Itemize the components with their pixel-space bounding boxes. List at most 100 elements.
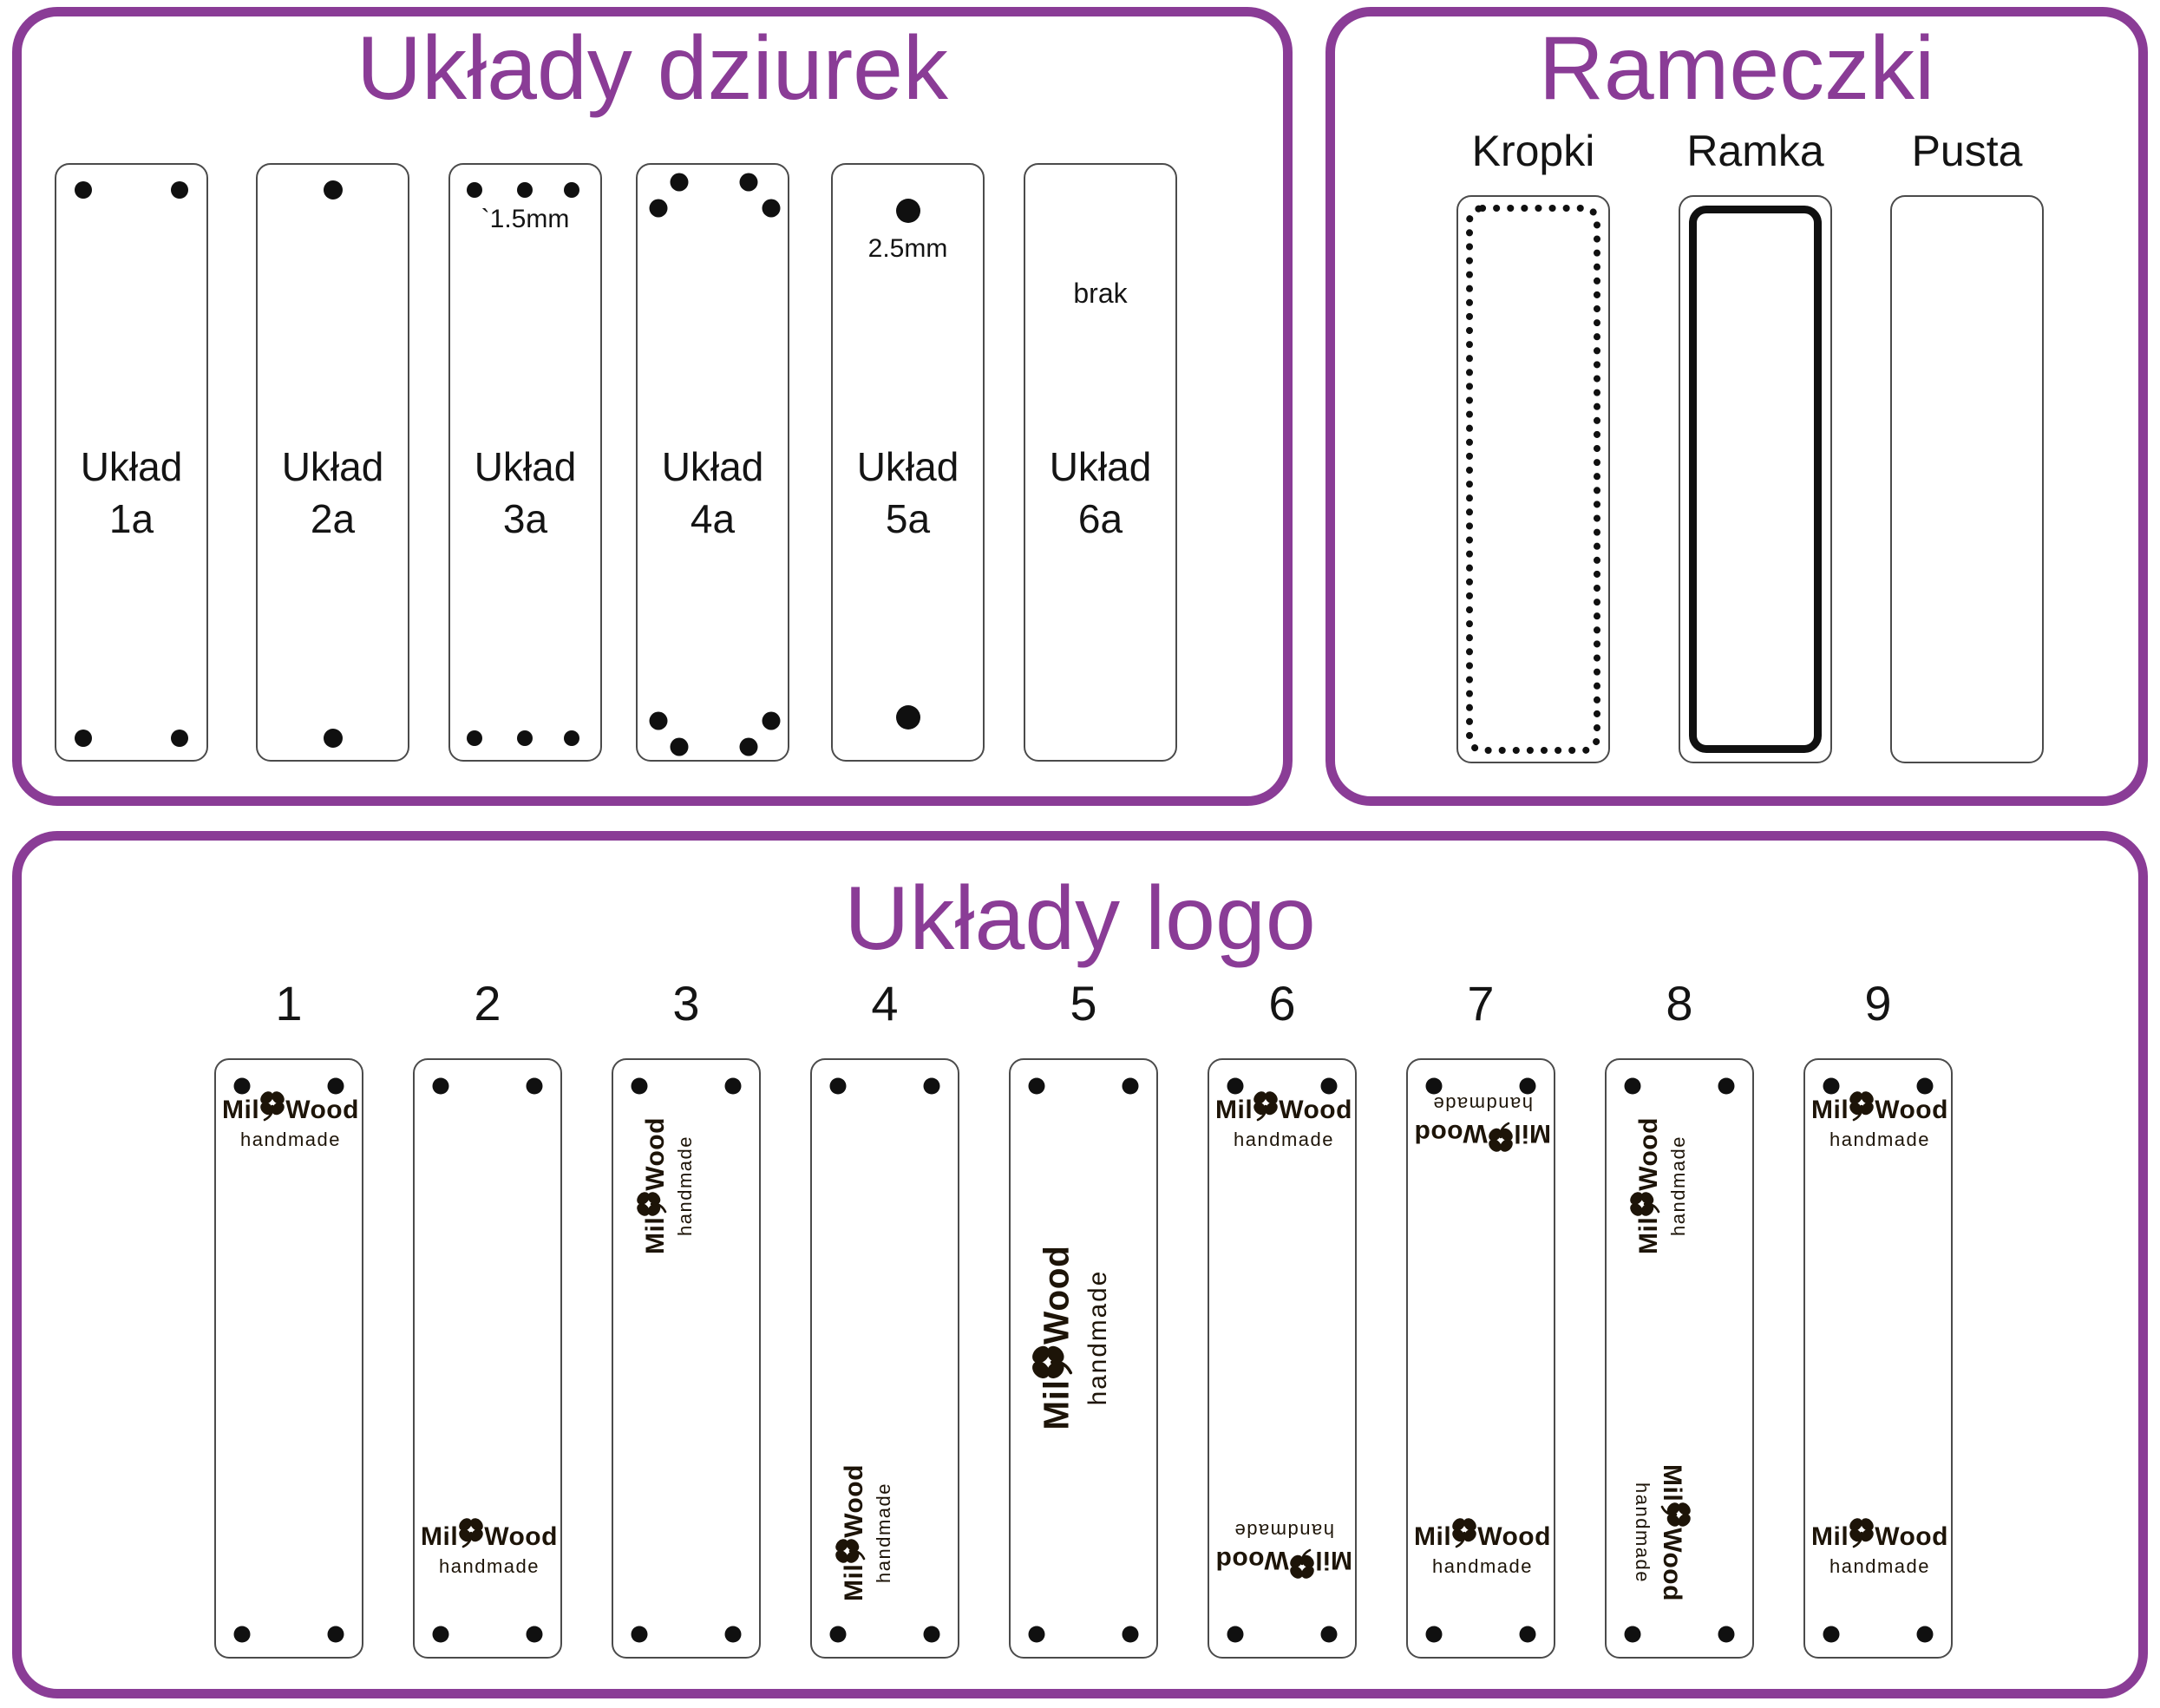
- tag-label-variant: 2a: [310, 496, 356, 541]
- logo-word-mil: Mil: [640, 1216, 670, 1254]
- clover-icon: [454, 1515, 488, 1549]
- hole-dot: [739, 737, 758, 756]
- clover-icon: [1660, 1497, 1695, 1532]
- hole-dot: [895, 199, 920, 223]
- logo-word-mil: Mil: [1513, 1119, 1551, 1148]
- hole-dot: [1425, 1626, 1443, 1643]
- tag-label: Układ 4a: [638, 441, 788, 545]
- tag-label: Układ 5a: [833, 441, 983, 545]
- tag-label-variant: 6a: [1077, 496, 1123, 541]
- milwood-logo: Mil Wood handmade: [1396, 1517, 1569, 1579]
- logo-layout-number: 5: [1070, 976, 1097, 1031]
- hole-dot: [724, 1626, 742, 1643]
- logo-subtitle: handmade: [1234, 1128, 1334, 1150]
- logo-subtitle: handmade: [1666, 1135, 1689, 1236]
- hole-dot: [649, 199, 668, 218]
- hole-dot: [1122, 1626, 1139, 1643]
- hole-dot: [170, 181, 188, 199]
- logo-word-wood: Wood: [1658, 1528, 1687, 1601]
- milwood-logo: Mil Wood handmade: [636, 1099, 697, 1273]
- panel-logo-layouts: Układy logo 1 Mil Wood handmade 2 Mil Wood hand…: [12, 831, 2148, 1698]
- tag-label-name: Układ: [474, 444, 577, 489]
- logo-tag-5: Mil Wood handmade: [1009, 1058, 1158, 1659]
- logo-layout-number: 3: [672, 976, 700, 1031]
- hole-size-note: brak: [1073, 278, 1128, 309]
- logo-word-wood: Wood: [1875, 1521, 1948, 1551]
- hole-dot: [649, 711, 668, 730]
- logo-word-wood: Wood: [839, 1464, 868, 1538]
- milwood-wordmark: Mil Wood: [1811, 1090, 1948, 1128]
- logo-subtitle: handmade: [872, 1482, 894, 1583]
- logo-word-mil: Mil: [839, 1563, 868, 1601]
- tag-label-variant: 5a: [885, 496, 931, 541]
- tag-label-variant: 1a: [108, 496, 154, 541]
- logo-subtitle: handmade: [240, 1128, 341, 1150]
- logo-word-wood: Wood: [1477, 1521, 1551, 1551]
- logo-placement: Mil Wood handmade: [1793, 1515, 1967, 1579]
- logo-placement: Mil Wood handmade: [1630, 1446, 1692, 1620]
- hole-dot: [1028, 1077, 1045, 1095]
- hole-dot: [466, 182, 482, 198]
- logo-subtitle: handmade: [1234, 1520, 1334, 1542]
- logo-tag-9: Mil Wood handmade Mil Wood handmade: [1803, 1058, 1953, 1659]
- hole-dot: [1122, 1077, 1139, 1095]
- logo-word-mil: Mil: [1414, 1521, 1452, 1551]
- logo-subtitle: handmade: [673, 1135, 696, 1236]
- clover-icon: [1844, 1088, 1879, 1122]
- panel-frames: Rameczki Kropki Ramka Pusta: [1325, 7, 2148, 806]
- uklad-tag-1a: Układ 1a: [55, 163, 208, 762]
- logo-layout-number: 7: [1467, 976, 1495, 1031]
- milwood-logo: Mil Wood handmade: [1197, 1518, 1371, 1580]
- hole-dot: [1718, 1077, 1735, 1095]
- frame-option-label-pusta: Pusta: [1911, 127, 2023, 175]
- hole-dot: [1227, 1626, 1244, 1643]
- logo-tag-4: Mil Wood handmade: [810, 1058, 959, 1659]
- frame-option-pusta: [1890, 195, 2044, 763]
- logo-placement: Mil Wood handmade: [1197, 1518, 1371, 1580]
- logo-tag-7: Mil Wood handmade Mil Wood handmade: [1406, 1058, 1555, 1659]
- milwood-logo: Mil Wood handmade: [1197, 1090, 1371, 1152]
- milwood-logo: Mil Wood handmade: [1396, 1091, 1569, 1153]
- hole-size-note: 2.5mm: [867, 234, 948, 263]
- hole-dot: [466, 730, 482, 746]
- hole-dot: [670, 737, 689, 756]
- milwood-wordmark: Mil Wood: [222, 1090, 359, 1128]
- logo-layouts-title: Układy logo: [844, 868, 1316, 969]
- hole-dot: [432, 1077, 449, 1095]
- solid-frame: [1689, 206, 1822, 753]
- tag-label-variant: 4a: [690, 496, 736, 541]
- logo-word-mil: Mil: [1633, 1216, 1663, 1254]
- hole-dot: [631, 1626, 648, 1643]
- logo-layout-number: 9: [1864, 976, 1892, 1031]
- logo-subtitle: handmade: [1829, 1128, 1930, 1150]
- clover-icon: [255, 1088, 290, 1122]
- logo-word-mil: Mil: [1658, 1464, 1687, 1502]
- hole-dot: [432, 1626, 449, 1643]
- hole-dot: [516, 182, 533, 198]
- logo-word-mil: Mil: [421, 1521, 459, 1551]
- milwood-wordmark: Mil Wood: [1215, 1090, 1352, 1128]
- tag-label-name: Układ: [856, 444, 959, 489]
- hole-dot: [1028, 1626, 1045, 1643]
- milwood-wordmark: Mil Wood: [835, 1464, 872, 1601]
- logo-word-wood: Wood: [1414, 1119, 1488, 1148]
- hole-dot: [1227, 1077, 1244, 1095]
- hole-dot: [1916, 1626, 1934, 1643]
- clover-icon: [1844, 1515, 1879, 1549]
- tag-label: Układ 6a: [1025, 441, 1175, 545]
- logo-layout-number: 8: [1666, 976, 1693, 1031]
- milwood-logo: Mil Wood handmade: [403, 1517, 576, 1579]
- hole-dot: [923, 1626, 940, 1643]
- logo-placement: Mil Wood handmade: [1396, 1091, 1569, 1153]
- hole-dot: [739, 173, 758, 192]
- logo-placement: Mil Wood handmade: [1793, 1090, 1967, 1152]
- hole-dot: [1425, 1077, 1443, 1095]
- logo-placement: Mil Wood handmade: [835, 1446, 896, 1620]
- milwood-wordmark: Mil Wood: [421, 1517, 558, 1554]
- hole-dot: [762, 711, 781, 730]
- milwood-logo: Mil Wood handmade: [1793, 1090, 1967, 1152]
- hole-dot: [1823, 1077, 1840, 1095]
- hole-dot: [170, 730, 188, 747]
- hole-dot: [233, 1626, 251, 1643]
- hole-dot: [516, 730, 533, 746]
